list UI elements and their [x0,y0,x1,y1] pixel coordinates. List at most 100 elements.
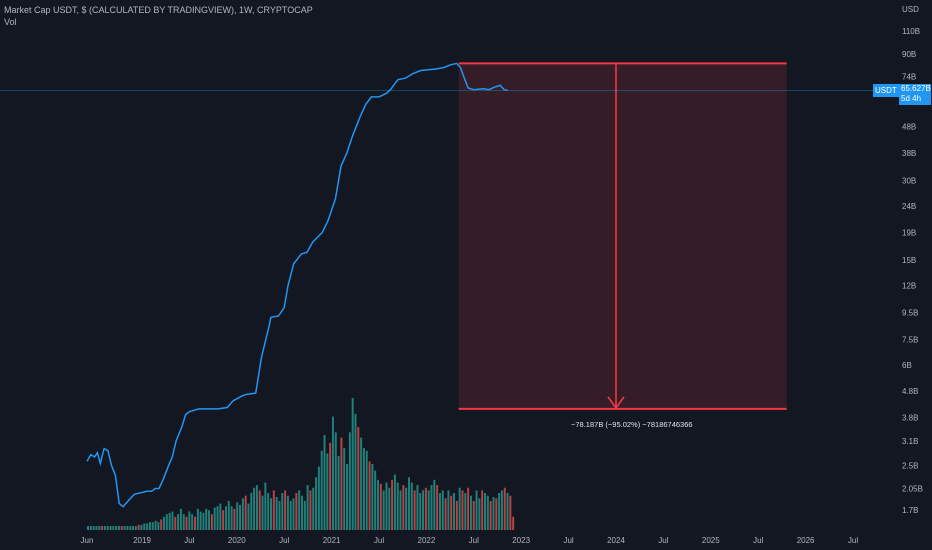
volume-bar [306,485,309,530]
volume-bar [95,526,98,530]
y-tick-label: USD [902,5,919,14]
y-tick-label: 9.5B [902,308,918,317]
volume-bar [171,511,174,530]
volume-bar [236,502,239,530]
volume-bar [174,516,177,530]
volume-bar [303,500,306,530]
volume-bar [410,482,413,530]
volume-bar [188,511,191,530]
volume-bar [132,526,135,530]
volume-bar [371,464,374,530]
volume-bar [165,514,168,530]
volume-bar [247,503,250,530]
volume-bar [377,479,379,530]
volume-bar [360,437,363,530]
volume-bar [137,524,140,530]
volume-bar [393,474,396,530]
volume-bar [275,497,278,530]
volume-bar [500,490,503,530]
x-tick-label: Jul [374,536,384,545]
volume-bar [281,493,284,530]
volume-bar [239,504,242,530]
volume-bar [250,493,253,530]
volume-bar [163,516,165,530]
volume-bar [202,512,205,530]
x-tick-label: Jul [563,536,573,545]
y-tick-label: 24B [902,202,916,211]
volume-bar [140,524,143,530]
measure-tool[interactable] [458,62,787,410]
volume-bar [208,510,211,530]
volume-bar [351,398,354,530]
volume-bar [191,514,194,530]
volume-bar [354,413,357,530]
volume-bar [194,516,196,530]
volume-bar [115,526,118,530]
volume-bar [422,490,425,530]
volume-bar [289,500,292,530]
y-tick-label: 2.5B [902,462,918,471]
volume-bar [455,500,458,530]
volume-bar [388,487,391,530]
y-tick-label: 90B [902,50,916,59]
x-tick-label: Jul [753,536,763,545]
volume-bar [230,506,233,530]
volume-bar [87,526,89,530]
volume-bar [503,487,506,530]
volume-bar [222,510,225,530]
volume-bar [244,495,247,530]
volume-bar [309,490,312,530]
volume-bar [92,526,95,530]
y-tick-label: 3.1B [902,437,918,446]
volume-bar [498,493,501,530]
x-tick-label: Jun [81,536,94,545]
volume-bar [450,495,453,530]
volume-bar [264,482,267,530]
volume-bar [331,416,334,530]
volume-bar [385,482,388,530]
volume-bar [267,493,270,530]
volume-bar [120,526,123,530]
volume-bar [323,434,326,530]
volume-bar [478,498,481,530]
volume-bar [253,487,256,530]
legend-title[interactable]: Market Cap USDT, $ (CALCULATED BY TRADIN… [4,5,313,15]
volume-bar [337,456,340,530]
y-tick-label: 48B [902,122,916,131]
volume-bar [447,490,450,530]
x-tick-label: 2025 [702,536,720,545]
volume-bar [486,495,489,530]
volume-bar [396,482,399,530]
x-tick-label: 2023 [512,536,530,545]
volume-bar [227,500,230,530]
volume-bar [416,485,419,530]
volume-bar [475,490,478,530]
volume-bar [427,490,430,530]
volume-bar [469,495,472,530]
volume-bar [374,470,377,530]
volume-bar [506,493,509,530]
volume-bar [441,490,444,530]
y-tick-label: 3.8B [902,414,918,423]
volume-bar [419,493,422,530]
volume-bar [512,516,515,530]
volume-bar [286,495,289,530]
market-cap-line [86,62,509,508]
volume-bar [348,432,351,530]
y-tick-label: 12B [902,282,916,291]
volume-bar [382,490,385,530]
volume-bar [123,526,126,530]
volume-bar [258,490,261,530]
y-axis[interactable]: USD110B90B74B60B48B38B30B24B19B15B12B9.5… [902,5,923,515]
x-axis[interactable]: Jun 2019 Jul 2020 Jul 2021 Jul 2022 Jul 2023 Jul 20… [81,536,859,545]
volume-bar [343,448,346,530]
volume-bar [368,461,371,530]
x-tick-label: 2024 [607,536,625,545]
volume-bar [467,487,470,530]
volume-bar [261,495,264,530]
volume-bar [472,500,475,530]
legend-vol[interactable]: Vol [4,17,17,27]
x-tick-label: Jul [184,536,194,545]
volume-bar [117,526,120,530]
